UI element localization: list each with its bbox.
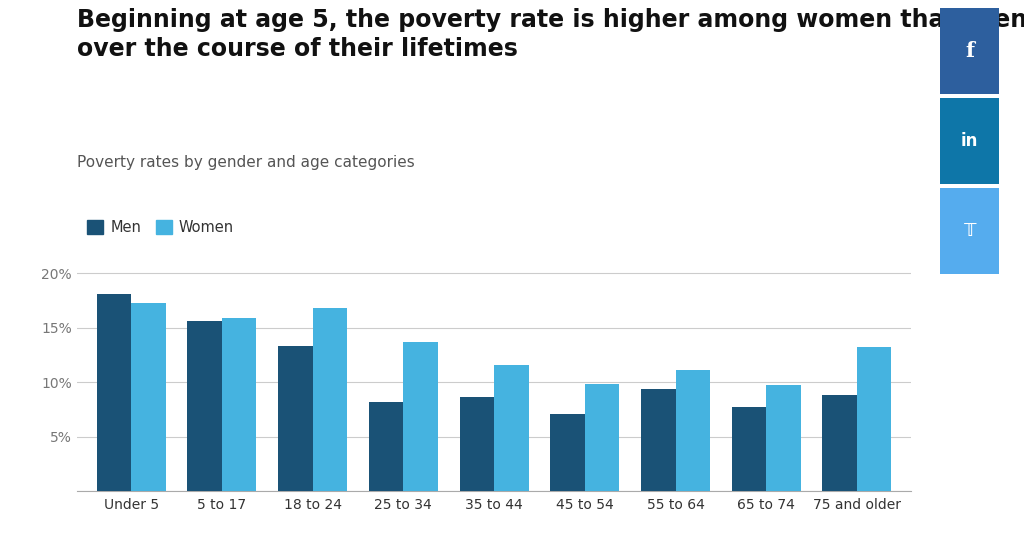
Text: 𝕋: 𝕋	[964, 222, 976, 240]
Bar	[312, 308, 347, 491]
Bar	[857, 347, 892, 491]
Bar	[403, 342, 438, 491]
Bar	[550, 414, 585, 491]
Text: Beginning at age 5, the poverty rate is higher among women than men
over the cou: Beginning at age 5, the poverty rate is …	[77, 8, 1024, 61]
Bar	[766, 385, 801, 491]
Legend: Men, Women: Men, Women	[81, 214, 240, 241]
Bar	[494, 365, 528, 491]
Text: in: in	[962, 132, 978, 150]
Bar	[222, 318, 256, 491]
Bar	[585, 384, 620, 491]
Text: f: f	[966, 41, 974, 61]
Bar	[131, 302, 166, 491]
Bar	[96, 294, 131, 491]
Bar	[676, 370, 710, 491]
Bar	[369, 402, 403, 491]
Text: Poverty rates by gender and age categories: Poverty rates by gender and age categori…	[77, 155, 415, 169]
Bar	[732, 407, 766, 491]
Bar	[187, 321, 222, 491]
Bar	[279, 346, 312, 491]
Bar	[641, 389, 676, 491]
Bar	[822, 395, 857, 491]
Bar	[460, 397, 494, 491]
